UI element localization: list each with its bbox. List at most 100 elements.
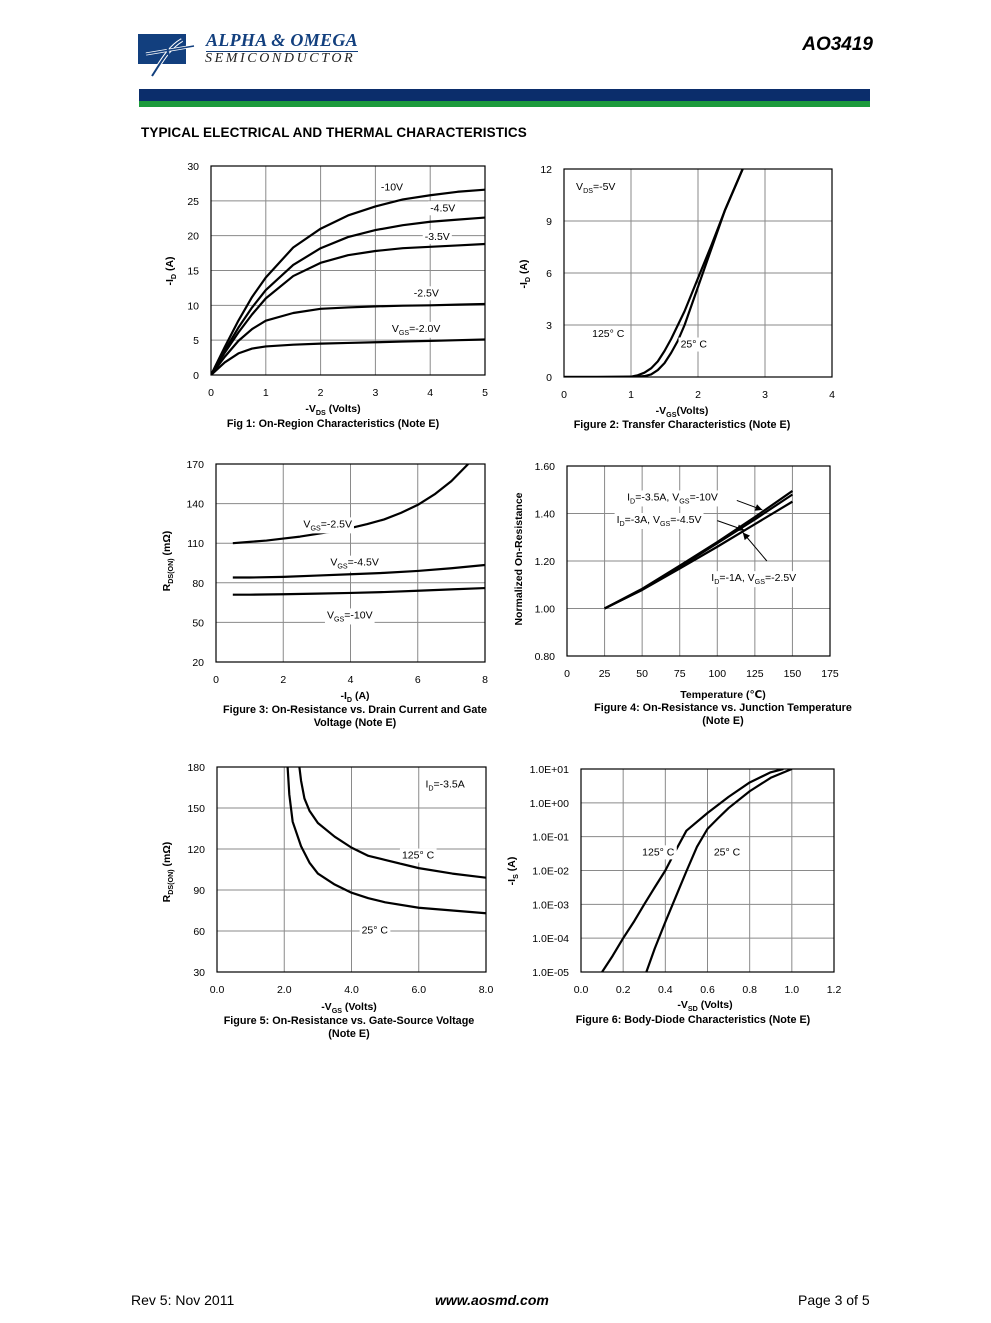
fig4-series-label: ID=-1A, VGS=-2.5V (711, 572, 796, 586)
header-band-blue (139, 89, 870, 101)
fig5-caption-line2: (Note E) (328, 1028, 370, 1040)
fig5-series-line (298, 767, 486, 879)
fig4-y-tick-label: 0.80 (535, 651, 556, 663)
fig1-x-tick-label: 3 (372, 387, 378, 399)
fig5-x-tick-label: 0.0 (210, 984, 225, 996)
fig4-x-tick-label: 125 (746, 668, 764, 680)
fig3-series-label: VGS=-2.5V (303, 518, 352, 532)
fig6-label-background (640, 845, 677, 860)
fig5-y-tick-label: 60 (193, 926, 205, 938)
fig4-y-axis-label: Normalized On-Resistance (513, 492, 525, 625)
fig4-label-background (625, 490, 720, 507)
fig4-x-axis-label: Temperature (℃) (680, 689, 765, 701)
fig1-label-background (378, 180, 406, 195)
fig6-y-tick-label: 1.0E-01 (532, 832, 569, 844)
fig5-y-tick-label: 120 (187, 844, 205, 856)
fig1-y-tick-label: 10 (187, 300, 199, 312)
fig1-series-label: VGS=-2.0V (392, 323, 441, 337)
fig1-chart: 0 1 2 3 4 5 0 5 10 15 20 25 30 -10V -4.5V -3.5V -2.5V VGS… (164, 161, 488, 430)
fig4-caption-line2: (Note E) (702, 715, 744, 727)
fig1-label-background (389, 321, 443, 338)
fig2-y-tick-label: 6 (546, 268, 552, 280)
fig5-label-background (399, 848, 437, 863)
fig3-y-tick-label: 20 (192, 657, 204, 669)
fig6-chart: 0.0 0.2 0.4 0.6 0.8 1.0 1.2 1.0E-05 1.0E-04 1.0E-… (506, 764, 841, 1026)
fig6-caption: Figure 6: Body-Diode Characteristics (No… (576, 1014, 811, 1026)
fig4-x-tick-label: 50 (636, 668, 648, 680)
fig1-label-background (411, 286, 441, 301)
fig1-series-line (211, 302, 485, 375)
fig5-x-tick-label: 8.0 (479, 984, 494, 996)
fig2-plot-frame (563, 168, 833, 378)
fig5-x-tick-label: 4.0 (344, 984, 359, 996)
fig2-x-tick-label: 3 (762, 389, 768, 401)
fig3-series-label: VGS=-4.5V (330, 557, 379, 571)
fig5-y-tick-label: 90 (193, 885, 205, 897)
fig4-x-tick-label: 25 (599, 668, 611, 680)
fig5-plot-frame (216, 766, 487, 973)
fig3-label-background (324, 608, 375, 625)
fig3-y-tick-label: 170 (186, 459, 204, 471)
fig6-x-axis-label: -VSD (Volts) (677, 999, 732, 1013)
fig4-plot-frame (566, 465, 831, 657)
fig2-series-label: 25° C (681, 339, 708, 351)
fig1-caption: Fig 1: On-Region Characteristics (Note E… (227, 418, 440, 430)
fig3-chart: 0 2 4 6 8 20 50 80 110 140 170 VGS=-2.5V VGS=-4.5V VG… (161, 459, 488, 729)
fig1-series-line (211, 242, 485, 375)
section-title: TYPICAL ELECTRICAL AND THERMAL CHARACTER… (141, 125, 527, 140)
fig5-x-tick-label: 6.0 (411, 984, 426, 996)
fig2-x-tick-label: 1 (628, 389, 634, 401)
fig2-y-tick-label: 12 (540, 164, 552, 176)
fig6-x-tick-label: 1.2 (827, 984, 842, 996)
fig6-x-tick-label: 0.8 (742, 984, 757, 996)
fig4-x-tick-label: 0 (564, 668, 570, 680)
fig5-series-line (286, 767, 486, 915)
fig1-label-background (428, 201, 458, 216)
fig4-x-tick-label: 150 (784, 668, 802, 680)
fig6-series-line (601, 769, 784, 972)
fig3-label-background (328, 555, 381, 572)
fig1-series-label: -4.5V (430, 202, 455, 214)
fig5-y-tick-label: 150 (187, 803, 205, 815)
fig3-y-tick-label: 140 (186, 499, 204, 511)
fig1-series-line (211, 216, 485, 375)
fig1-y-tick-label: 15 (187, 266, 199, 278)
fig5-x-axis-label: -VGS (Volts) (321, 1001, 377, 1015)
fig5-label-background (423, 777, 467, 794)
fig5-series-label: ID=-3.5A (425, 779, 464, 793)
fig1-label-background (422, 229, 452, 244)
fig1-x-tick-label: 2 (318, 387, 324, 399)
fig1-y-tick-label: 20 (187, 231, 199, 243)
fig5-chart: 0.0 2.0 4.0 6.0 8.0 30 60 90 120 150 180 ID=-3.5A 12… (161, 762, 493, 1040)
fig6-x-tick-label: 0.4 (658, 984, 673, 996)
fig3-plot-frame (215, 463, 486, 663)
fig4-y-tick-label: 1.40 (535, 509, 556, 521)
fig4-y-tick-label: 1.60 (535, 461, 556, 473)
fig2-y-axis-label: -ID (A) (518, 259, 532, 288)
fig4-caption: Figure 4: On-Resistance vs. Junction Tem… (594, 702, 852, 714)
fig5-caption: Figure 5: On-Resistance vs. Gate-Source … (224, 1015, 475, 1027)
fig3-series-line (232, 586, 485, 596)
fig1-x-tick-label: 1 (263, 387, 269, 399)
fig3-y-tick-label: 80 (192, 578, 204, 590)
fig1-y-axis-label: -ID (A) (164, 256, 178, 285)
fig3-caption-line2: Voltage (Note E) (314, 717, 397, 729)
fig5-series-label: 25° C (362, 925, 389, 937)
fig2-series-line (564, 169, 744, 377)
fig1-plot-frame (210, 165, 486, 376)
fig6-x-tick-label: 0.6 (700, 984, 715, 996)
fig1-x-tick-label: 4 (427, 387, 433, 399)
footer-website-link[interactable]: www.aosmd.com (435, 1292, 549, 1308)
part-number: AO3419 (802, 34, 873, 55)
fig1-x-tick-label: 0 (208, 387, 214, 399)
fig2-series-label: 125° C (592, 328, 625, 340)
fig3-x-tick-label: 8 (482, 674, 488, 686)
fig1-x-axis-label: -VDS (Volts) (305, 403, 360, 417)
fig5-x-tick-label: 2.0 (277, 984, 292, 996)
fig2-y-tick-label: 0 (546, 372, 552, 384)
fig6-y-tick-label: 1.0E-03 (532, 899, 569, 911)
fig4-annotation-arrowhead (736, 524, 745, 532)
fig3-y-tick-label: 50 (192, 617, 204, 629)
